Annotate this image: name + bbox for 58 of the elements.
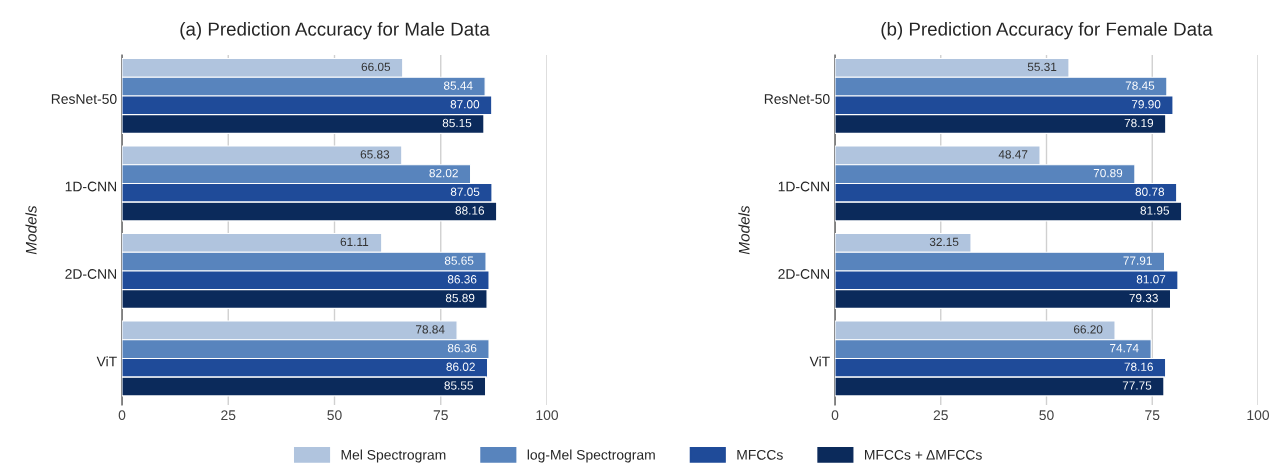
data-label: 66.05 (361, 62, 391, 72)
x-tick-label: 25 (933, 410, 948, 421)
data-label: 85.55 (444, 381, 473, 390)
y-tick-label: 2D-CNN (778, 269, 830, 279)
chart-title: (a) Prediction Accuracy for Male Data (180, 21, 490, 40)
data-label: 55.31 (1027, 62, 1057, 72)
x-tick-label: 0 (118, 410, 126, 421)
y-tick-label: 1D-CNN (65, 181, 117, 192)
y-axis-title: Models (738, 205, 750, 255)
x-tick-label: 0 (831, 410, 839, 421)
data-label: 48.47 (998, 150, 1028, 159)
data-label: 65.83 (360, 150, 390, 159)
legend-label: log-Mel Spectrogram (527, 449, 655, 463)
data-label: 32.15 (929, 237, 959, 247)
x-tick-label: 75 (1145, 410, 1160, 421)
data-label: 61.11 (340, 237, 369, 247)
x-tick-label: 100 (1247, 410, 1270, 421)
y-tick-label: ResNet-50 (51, 94, 117, 104)
data-label: 81.07 (1136, 275, 1166, 284)
data-label: 86.02 (446, 362, 475, 371)
data-label: 86.36 (447, 343, 477, 353)
data-label: 70.89 (1093, 168, 1123, 178)
data-label: 85.15 (442, 118, 472, 128)
y-tick-label: ViT (96, 356, 117, 367)
data-label: 80.78 (1135, 187, 1165, 196)
data-label: 88.16 (455, 206, 485, 215)
y-axis-title: Models (25, 205, 37, 255)
data-label: 85.65 (444, 256, 474, 265)
data-label: 78.16 (1124, 362, 1153, 371)
data-label: 79.33 (1129, 293, 1158, 303)
data-label: 79.90 (1131, 100, 1161, 109)
data-label: 87.05 (450, 187, 480, 196)
data-label: 86.36 (447, 275, 477, 284)
x-tick-label: 25 (221, 410, 236, 421)
legend-label: MFCCs + ΔMFCCs (865, 449, 982, 460)
data-label: 74.74 (1110, 344, 1139, 353)
legend-label: MFCCs (737, 449, 783, 460)
legend-label: Mel Spectrogram (341, 449, 446, 463)
data-label: 85.89 (445, 293, 475, 303)
x-tick-label: 100 (536, 410, 559, 421)
data-label: 82.02 (429, 168, 458, 178)
y-tick-label: 1D-CNN (778, 181, 830, 192)
data-label: 78.45 (1125, 81, 1155, 90)
data-label: 81.95 (1140, 206, 1170, 215)
x-tick-label: 50 (327, 410, 342, 421)
y-tick-label: 2D-CNN (65, 269, 117, 279)
x-tick-label: 50 (1039, 410, 1054, 421)
y-tick-label: ViT (809, 356, 830, 367)
x-tick-label: 75 (433, 410, 448, 421)
chart-title: (b) Prediction Accuracy for Female Data (881, 21, 1213, 40)
y-tick-label: ResNet-50 (764, 94, 830, 104)
data-label: 77.91 (1123, 256, 1152, 265)
data-label: 66.20 (1073, 325, 1103, 334)
data-label: 77.75 (1122, 381, 1152, 390)
data-label: 85.44 (443, 81, 473, 90)
data-label: 78.84 (416, 325, 445, 334)
data-label: 78.19 (1124, 118, 1154, 128)
data-label: 87.00 (450, 100, 480, 109)
